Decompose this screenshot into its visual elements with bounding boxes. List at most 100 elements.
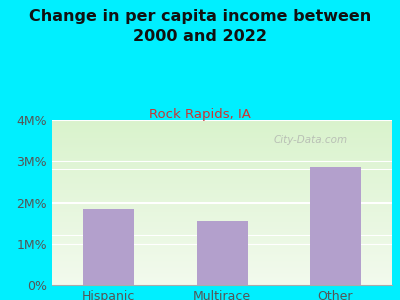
Bar — [52, 140, 392, 141]
Bar — [52, 206, 392, 207]
Bar — [52, 237, 392, 238]
Bar — [52, 149, 392, 150]
Bar — [52, 240, 392, 241]
Bar — [52, 125, 392, 126]
Bar — [52, 188, 392, 189]
Bar — [52, 212, 392, 213]
Bar — [52, 124, 392, 125]
Bar — [52, 184, 392, 185]
Bar — [52, 263, 392, 264]
Bar — [52, 165, 392, 166]
Text: City-Data.com: City-Data.com — [273, 135, 348, 145]
Bar — [52, 225, 392, 226]
Bar — [52, 245, 392, 246]
Bar — [52, 261, 392, 262]
Bar — [52, 128, 392, 129]
Bar — [52, 232, 392, 233]
Bar — [52, 141, 392, 142]
Bar — [196, 221, 248, 285]
Bar — [52, 205, 392, 206]
Bar — [52, 185, 392, 186]
Bar — [52, 142, 392, 143]
Bar — [52, 155, 392, 156]
Bar — [52, 168, 392, 169]
Bar — [52, 262, 392, 263]
Bar — [52, 242, 392, 243]
Bar — [52, 196, 392, 197]
Bar — [52, 173, 392, 174]
Bar — [52, 249, 392, 250]
Bar — [52, 139, 392, 140]
Bar — [52, 247, 392, 248]
Bar — [52, 182, 392, 183]
Bar — [52, 258, 392, 259]
Bar — [52, 244, 392, 245]
Bar — [52, 213, 392, 214]
Bar — [52, 265, 392, 266]
Bar — [52, 284, 392, 285]
Bar — [52, 187, 392, 188]
Bar — [52, 234, 392, 235]
Bar — [52, 260, 392, 261]
Bar — [52, 158, 392, 159]
Bar — [52, 145, 392, 146]
Bar — [52, 171, 392, 172]
Bar — [52, 276, 392, 277]
Bar — [52, 126, 392, 127]
Bar — [52, 186, 392, 187]
Bar — [52, 250, 392, 251]
Bar — [52, 152, 392, 153]
Bar — [52, 192, 392, 193]
Text: Change in per capita income between
2000 and 2022: Change in per capita income between 2000… — [29, 9, 371, 44]
Bar — [52, 209, 392, 210]
Bar — [52, 166, 392, 167]
Bar — [52, 273, 392, 274]
Bar — [52, 270, 392, 271]
Bar — [52, 251, 392, 252]
Bar — [52, 130, 392, 131]
Bar — [52, 272, 392, 273]
Bar — [52, 252, 392, 253]
Bar — [52, 233, 392, 234]
Bar — [52, 236, 392, 237]
Bar — [52, 127, 392, 128]
Bar — [52, 129, 392, 130]
Bar — [52, 200, 392, 201]
Bar — [52, 278, 392, 279]
Bar — [52, 230, 392, 231]
Bar — [52, 202, 392, 203]
Bar — [52, 197, 392, 198]
Bar — [52, 131, 392, 132]
Bar — [52, 153, 392, 154]
Bar — [52, 198, 392, 199]
Bar — [52, 202, 392, 203]
Bar — [52, 183, 392, 184]
Bar — [52, 120, 392, 121]
Bar — [52, 170, 392, 171]
Bar — [52, 150, 392, 151]
Bar — [52, 283, 392, 284]
Bar — [52, 281, 392, 282]
Bar — [52, 219, 392, 220]
Bar — [52, 221, 392, 222]
Bar — [52, 163, 392, 164]
Bar — [52, 137, 392, 138]
Bar — [52, 224, 392, 225]
Bar — [52, 253, 392, 254]
Bar — [52, 210, 392, 211]
Bar — [52, 277, 392, 278]
Bar — [52, 122, 392, 123]
Bar — [52, 151, 392, 152]
Bar — [52, 275, 392, 276]
Bar — [52, 279, 392, 280]
Bar — [52, 176, 392, 177]
Bar — [52, 132, 392, 133]
Bar — [52, 203, 392, 204]
Bar — [52, 208, 392, 209]
Bar — [52, 264, 392, 265]
Bar — [52, 135, 392, 136]
Text: Rock Rapids, IA: Rock Rapids, IA — [149, 108, 251, 121]
Bar — [83, 209, 134, 285]
Bar — [52, 191, 392, 192]
Bar — [52, 204, 392, 205]
